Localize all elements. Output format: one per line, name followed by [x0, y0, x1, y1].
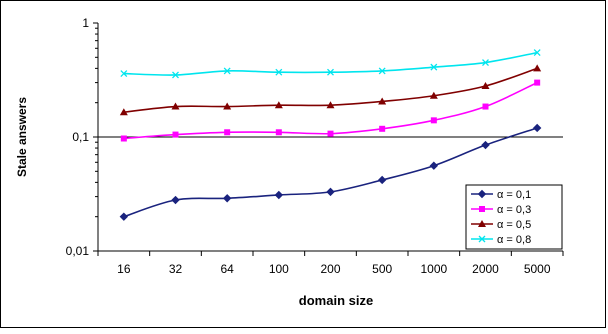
- data-point: [327, 68, 334, 76]
- legend-label: α = 0,8: [497, 234, 531, 246]
- x-tick-label: 500: [372, 262, 392, 276]
- data-point: [327, 130, 334, 137]
- legend-item: α = 0,1: [471, 189, 531, 201]
- x-tick-label: 100: [269, 262, 289, 276]
- data-point: [274, 101, 283, 109]
- data-point: [533, 49, 541, 57]
- legend-label: α = 0,5: [497, 219, 531, 231]
- data-point: [534, 79, 541, 86]
- x-tick-label: 16: [117, 262, 131, 276]
- marker-stroke: [120, 70, 128, 78]
- marker-stroke: [172, 71, 179, 79]
- legend-item: α = 0,3: [471, 204, 531, 216]
- data-point: [430, 63, 438, 71]
- y-tick-label: 0,01: [66, 244, 90, 258]
- data-point: [482, 59, 489, 66]
- y-tick-label: 1: [82, 16, 89, 30]
- marker-stroke: [478, 235, 486, 243]
- data-point: [223, 67, 231, 75]
- x-tick-label: 200: [320, 262, 340, 276]
- y-tick-label: 0,1: [72, 130, 89, 144]
- marker-stroke: [533, 49, 541, 57]
- x-tick-label: 2000: [472, 262, 499, 276]
- data-point: [224, 129, 231, 136]
- marker-stroke: [275, 68, 283, 76]
- data-point: [275, 129, 282, 136]
- x-tick-label: 1000: [420, 262, 447, 276]
- marker-stroke: [223, 67, 231, 75]
- series-3: [119, 64, 542, 116]
- data-point: [222, 194, 232, 203]
- data-point: [172, 71, 179, 79]
- legend-marker: [479, 206, 485, 212]
- data-point: [274, 190, 284, 200]
- x-axis-label: domain size: [299, 293, 373, 308]
- data-point: [120, 135, 127, 142]
- data-point: [172, 131, 179, 138]
- legend-label: α = 0,1: [497, 189, 531, 201]
- data-point: [326, 101, 335, 109]
- data-point: [378, 97, 387, 105]
- y-axis-label: Stale answers: [15, 97, 29, 177]
- data-point: [171, 195, 180, 205]
- series-4: [120, 49, 541, 79]
- legend-item: α = 0,5: [471, 219, 531, 231]
- legend-marker: [478, 235, 486, 243]
- data-point: [326, 187, 335, 197]
- data-point: [119, 108, 128, 116]
- data-point: [533, 64, 542, 72]
- data-point: [429, 161, 439, 170]
- marker-stroke: [327, 68, 334, 76]
- legend-label: α = 0,3: [497, 204, 531, 216]
- marker-stroke: [430, 63, 438, 71]
- x-tick-label: 32: [169, 262, 183, 276]
- x-tick-label: 5000: [524, 262, 551, 276]
- data-point: [223, 102, 232, 110]
- data-point: [275, 68, 283, 76]
- series-1: [119, 123, 542, 221]
- line-chart: 1 0,1 0,01 16 32 64 100 200 500 1000 2000 5000 α = …: [15, 16, 564, 308]
- data-point: [532, 123, 542, 133]
- data-point: [482, 103, 489, 110]
- data-point: [377, 175, 387, 185]
- data-point: [481, 140, 490, 150]
- legend-marker: [478, 220, 486, 227]
- data-point: [430, 117, 437, 124]
- legend-item: α = 0,8: [471, 234, 531, 246]
- data-point: [171, 102, 180, 110]
- series-2: [120, 79, 541, 142]
- data-point: [429, 91, 438, 99]
- x-tick-label: 64: [220, 262, 234, 276]
- data-point: [379, 125, 386, 132]
- data-point: [120, 70, 128, 78]
- chart-frame: 1 0,1 0,01 16 32 64 100 200 500 1000 2000 5000 α = …: [0, 0, 606, 328]
- data-point: [119, 212, 129, 221]
- marker-stroke: [482, 59, 489, 66]
- legend-marker: [477, 189, 487, 199]
- marker-stroke: [378, 67, 386, 75]
- data-point: [378, 67, 386, 75]
- data-point: [481, 82, 490, 90]
